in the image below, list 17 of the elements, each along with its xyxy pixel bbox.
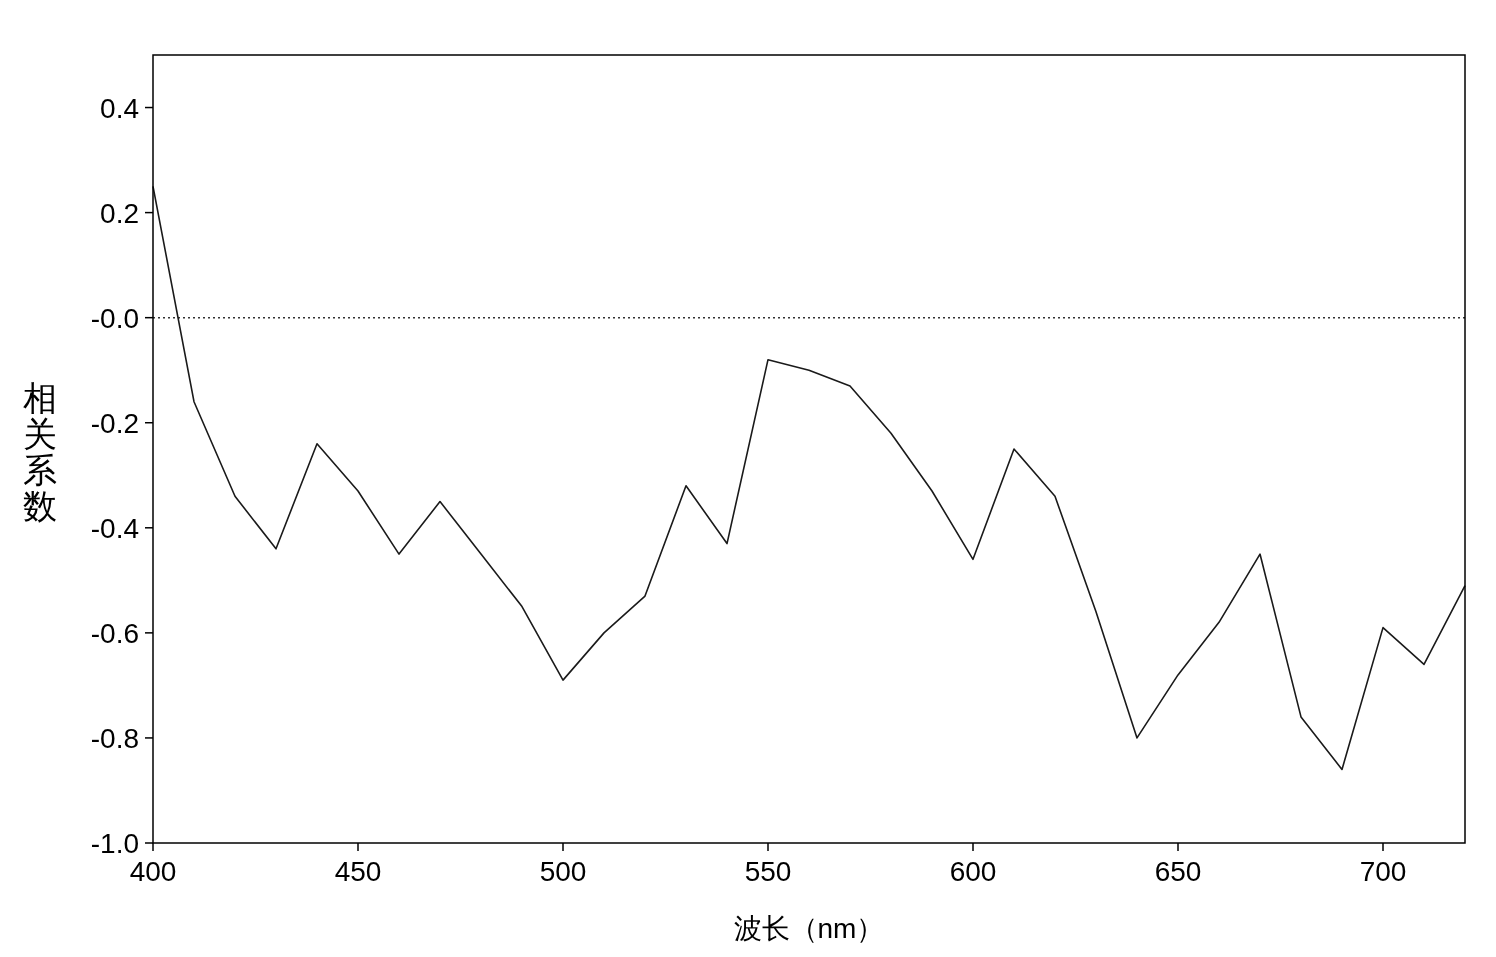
y-tick-label: -1.0 bbox=[90, 828, 139, 859]
y-tick-label: 0.2 bbox=[100, 197, 139, 229]
x-axis-title: 波长（nm） bbox=[733, 913, 885, 944]
x-tick-label: 550 bbox=[744, 856, 792, 887]
x-tick-label: 600 bbox=[949, 856, 997, 887]
y-tick-label: -0.0 bbox=[90, 302, 139, 334]
y-tick-label: 0.4 bbox=[100, 92, 139, 124]
y-tick-label: -0.2 bbox=[90, 407, 139, 439]
x-tick-label: 650 bbox=[1154, 856, 1202, 887]
y-tick-label: -0.4 bbox=[90, 512, 139, 544]
x-tick-label: 500 bbox=[539, 856, 587, 887]
y-axis-title: 相关系数 bbox=[23, 379, 57, 525]
x-tick-label: 400 bbox=[129, 856, 177, 887]
x-tick-label: 700 bbox=[1359, 856, 1407, 887]
y-tick-label: -0.6 bbox=[90, 617, 139, 649]
x-tick-label: 450 bbox=[334, 856, 382, 887]
y-tick-label: -0.8 bbox=[90, 722, 139, 754]
